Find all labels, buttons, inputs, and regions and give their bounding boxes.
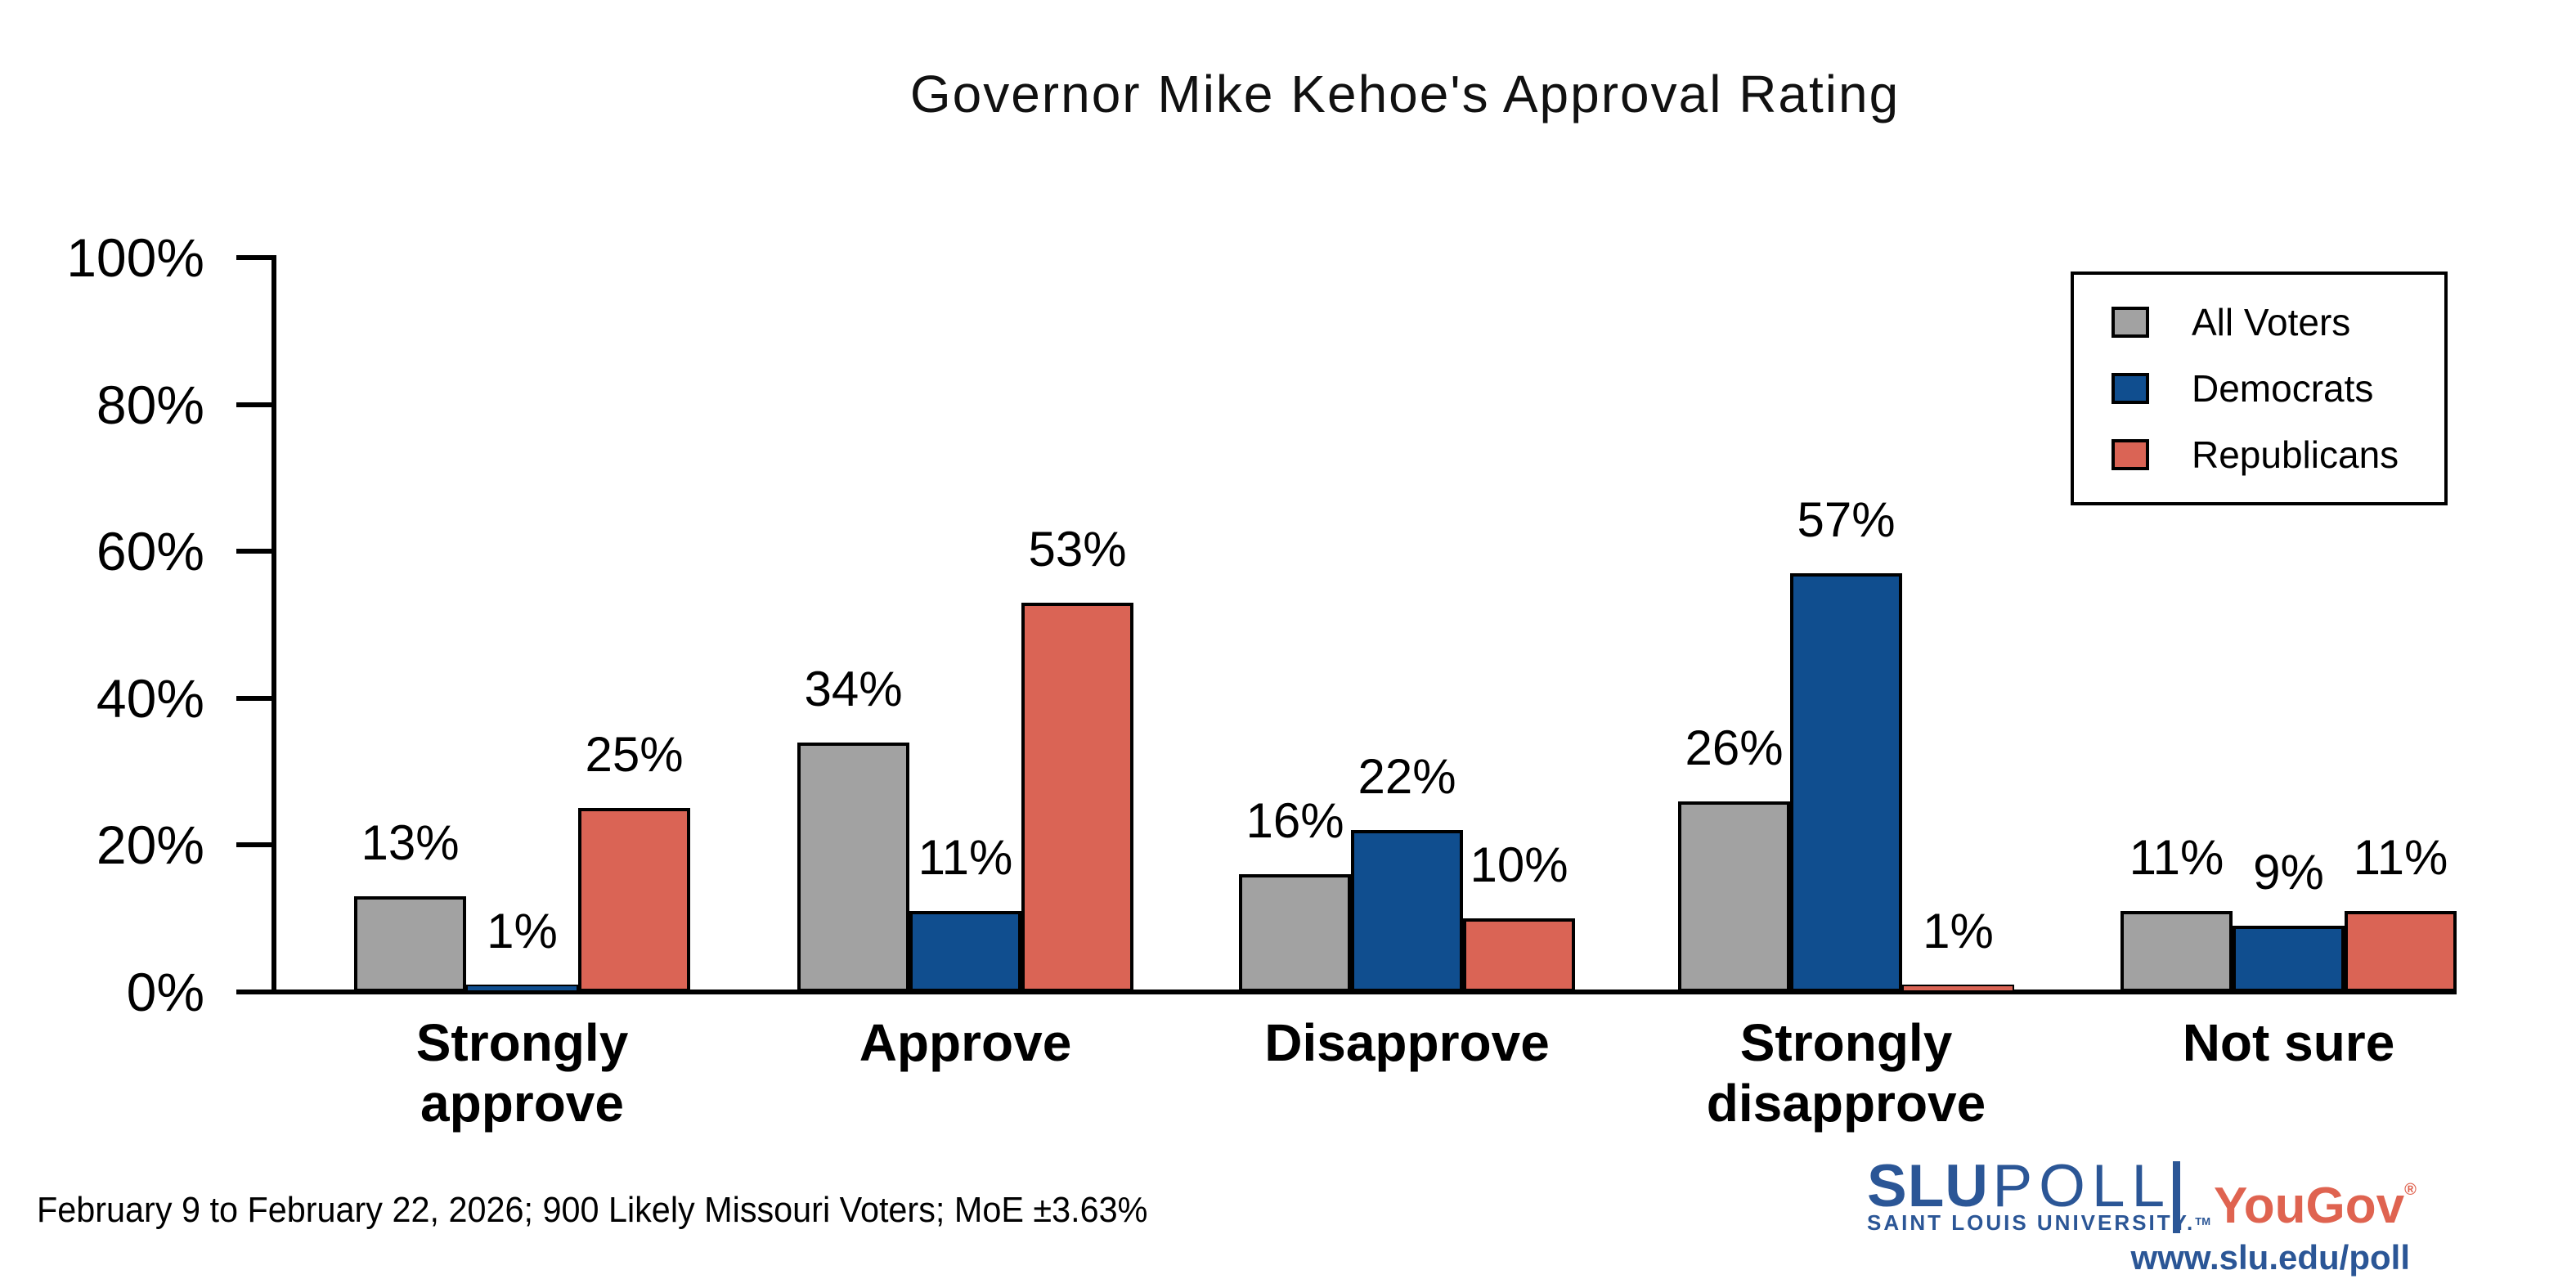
- bar-republicans-not-sure: [2345, 911, 2457, 992]
- bar-republicans-strongly-approve: [578, 808, 690, 992]
- branding-block: SLU POLL SAINT LOUIS UNIVERSITY.TM YouGo…: [1867, 1156, 2538, 1287]
- y-tick-40: [236, 695, 276, 701]
- bar-democrats-approve: [909, 911, 1021, 992]
- y-tick-label-0: 0%: [126, 962, 204, 1022]
- bar-democrats-not-sure: [2233, 926, 2345, 992]
- y-axis: [272, 255, 276, 994]
- value-label-republicans-disapprove: 10%: [1470, 837, 1568, 892]
- bar-all-voters-strongly-disapprove: [1678, 801, 1790, 992]
- legend-swatch-democrats: [2112, 373, 2149, 404]
- value-label-all-voters-strongly-disapprove: 26%: [1685, 720, 1784, 775]
- bar-republicans-disapprove: [1463, 918, 1575, 992]
- x-category-label-disapprove: Disapprove: [1178, 1012, 1636, 1073]
- slu-poll-url: www.slu.edu/poll: [2130, 1238, 2410, 1277]
- x-category-label-strongly-approve: Strongly approve: [294, 1012, 752, 1133]
- saint-louis-university-text: SAINT LOUIS UNIVERSITY.TM: [1867, 1210, 2210, 1236]
- x-category-line: disapprove: [1706, 1074, 1986, 1133]
- chart-title: Governor Mike Kehoe's Approval Rating: [909, 65, 1901, 123]
- y-tick-label-100: 100%: [66, 227, 204, 288]
- slu-logo-text: SLU: [1867, 1153, 1989, 1219]
- y-tick-80: [236, 402, 276, 407]
- x-category-line: Approve: [859, 1013, 1072, 1072]
- y-tick-20: [236, 842, 276, 848]
- yougov-logo: YouGov®: [2214, 1165, 2417, 1232]
- registered-mark: ®: [2404, 1181, 2417, 1199]
- bar-democrats-strongly-disapprove: [1790, 573, 1902, 992]
- legend-row-all-voters: All Voters: [2112, 303, 2444, 341]
- value-label-democrats-strongly-approve: 1%: [487, 904, 558, 958]
- brand-separator-bar: [2173, 1161, 2180, 1233]
- bar-all-voters-not-sure: [2120, 911, 2233, 992]
- bar-republicans-approve: [1021, 603, 1133, 992]
- legend-row-republicans: Republicans: [2112, 436, 2444, 473]
- x-category-line: Strongly: [415, 1013, 629, 1072]
- slu-poll-logo: SLU POLL: [1867, 1156, 2171, 1216]
- x-category-label-not-sure: Not sure: [2060, 1012, 2518, 1073]
- bar-all-voters-disapprove: [1239, 874, 1351, 992]
- value-label-all-voters-strongly-approve: 13%: [361, 815, 460, 870]
- x-category-label-strongly-disapprove: Strongly disapprove: [1618, 1012, 2076, 1133]
- yougov-logo-text: YouGov: [2214, 1178, 2405, 1234]
- tm-mark: TM: [2195, 1215, 2211, 1227]
- legend: All Voters Democrats Republicans: [2071, 272, 2448, 505]
- poll-logo-text2: POLL: [1992, 1153, 2172, 1219]
- legend-label-republicans: Republicans: [2192, 433, 2399, 476]
- value-label-republicans-strongly-disapprove: 1%: [1923, 904, 1994, 958]
- value-label-democrats-disapprove: 22%: [1358, 749, 1456, 804]
- legend-row-democrats: Democrats: [2112, 370, 2444, 407]
- y-tick-label-80: 80%: [96, 374, 204, 435]
- bar-all-voters-strongly-approve: [354, 896, 466, 992]
- y-tick-label-60: 60%: [96, 521, 204, 582]
- x-category-line: approve: [420, 1074, 624, 1133]
- value-label-all-voters-disapprove: 16%: [1245, 793, 1344, 848]
- value-label-democrats-strongly-disapprove: 57%: [1797, 492, 1896, 547]
- legend-label-all-voters: All Voters: [2192, 301, 2351, 343]
- value-label-democrats-not-sure: 9%: [2253, 845, 2324, 900]
- bar-democrats-strongly-approve: [466, 985, 578, 992]
- y-tick-label-20: 20%: [96, 815, 204, 876]
- survey-footnote: February 9 to February 22, 2026; 900 Lik…: [37, 1190, 1148, 1230]
- y-tick-label-40: 40%: [96, 667, 204, 729]
- value-label-republicans-not-sure: 11%: [2353, 830, 2448, 885]
- value-label-democrats-approve: 11%: [918, 830, 1013, 885]
- y-tick-60: [236, 549, 276, 554]
- value-label-republicans-strongly-approve: 25%: [585, 727, 684, 782]
- x-category-line: Not sure: [2182, 1013, 2395, 1072]
- legend-swatch-republicans: [2112, 439, 2149, 470]
- value-label-all-voters-approve: 34%: [804, 662, 903, 716]
- x-category-line: Strongly: [1739, 1013, 1953, 1072]
- bar-all-voters-approve: [797, 743, 909, 992]
- value-label-republicans-approve: 53%: [1028, 522, 1127, 577]
- x-axis: [272, 990, 2457, 994]
- bar-republicans-strongly-disapprove: [1902, 985, 2014, 992]
- legend-swatch-all-voters: [2112, 307, 2149, 338]
- x-category-label-approve: Approve: [737, 1012, 1195, 1073]
- x-category-line: Disapprove: [1264, 1013, 1550, 1072]
- y-tick-100: [236, 255, 276, 260]
- bar-democrats-disapprove: [1351, 830, 1463, 992]
- value-label-all-voters-not-sure: 11%: [2129, 830, 2224, 885]
- y-tick-0: [236, 990, 276, 994]
- legend-label-democrats: Democrats: [2192, 367, 2374, 410]
- slu-sub-text: SAINT LOUIS UNIVERSITY.: [1867, 1210, 2196, 1235]
